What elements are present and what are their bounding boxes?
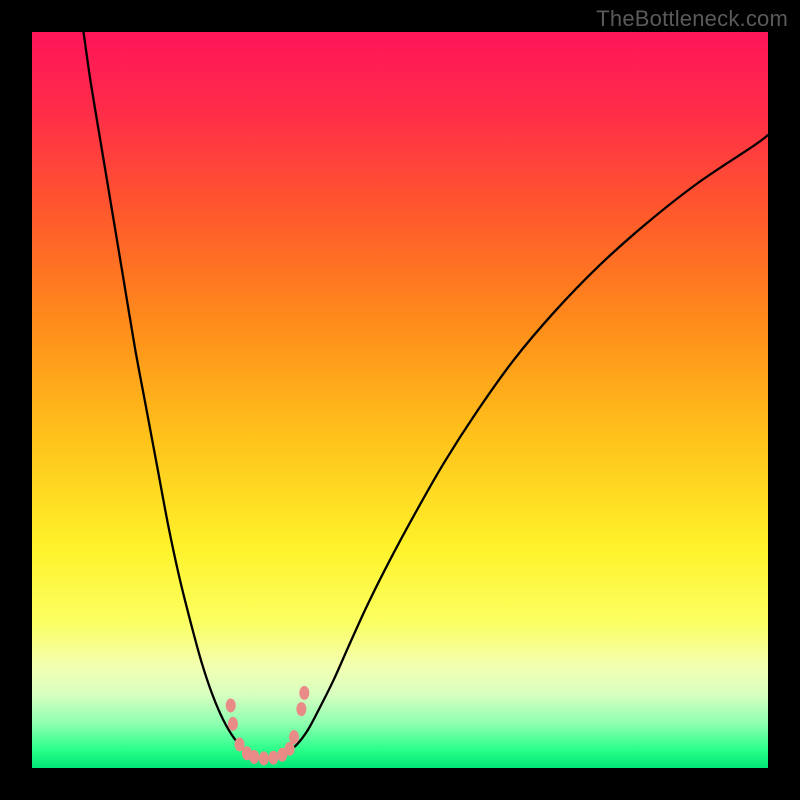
data-point <box>228 717 238 731</box>
data-point <box>296 702 306 716</box>
data-point <box>268 751 278 765</box>
data-point <box>259 751 269 765</box>
data-point <box>289 730 299 744</box>
plot-area <box>32 32 768 768</box>
watermark-text: TheBottleneck.com <box>596 6 788 32</box>
chart-svg <box>32 32 768 768</box>
gradient-background <box>32 32 768 768</box>
data-point <box>299 686 309 700</box>
data-point <box>249 750 259 764</box>
chart-frame: TheBottleneck.com <box>0 0 800 800</box>
data-point <box>226 698 236 712</box>
